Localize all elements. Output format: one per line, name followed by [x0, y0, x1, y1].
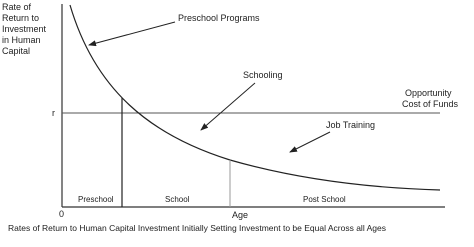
- label-line: Capital: [2, 46, 30, 56]
- caption: Rates of Return to Human Capital Investm…: [8, 223, 386, 233]
- label-line: in Human: [2, 35, 41, 45]
- arrow: [200, 82, 256, 131]
- y-axis-label: Rate of Return to Investment in Human Ca…: [2, 2, 47, 56]
- curve-label: Schooling: [243, 70, 283, 80]
- origin-label: 0: [59, 209, 64, 219]
- arrow: [88, 21, 176, 47]
- curve-label: Job Training: [326, 120, 375, 130]
- x-axis-label: Age: [232, 210, 248, 220]
- line-label: Cost of Funds: [402, 99, 459, 109]
- r-marker: r: [52, 108, 55, 118]
- stage-label: Post School: [303, 195, 346, 204]
- label-line: Return to: [2, 13, 39, 23]
- stage-label: School: [165, 195, 190, 204]
- line-label: Opportunity: [405, 88, 452, 98]
- label-line: Rate of: [2, 2, 32, 12]
- curve-label: Preschool Programs: [178, 13, 260, 23]
- label-line: Investment: [2, 24, 47, 34]
- stage-label: Preschool: [78, 195, 114, 204]
- return-curve: [69, 4, 441, 191]
- arrow: [289, 131, 331, 153]
